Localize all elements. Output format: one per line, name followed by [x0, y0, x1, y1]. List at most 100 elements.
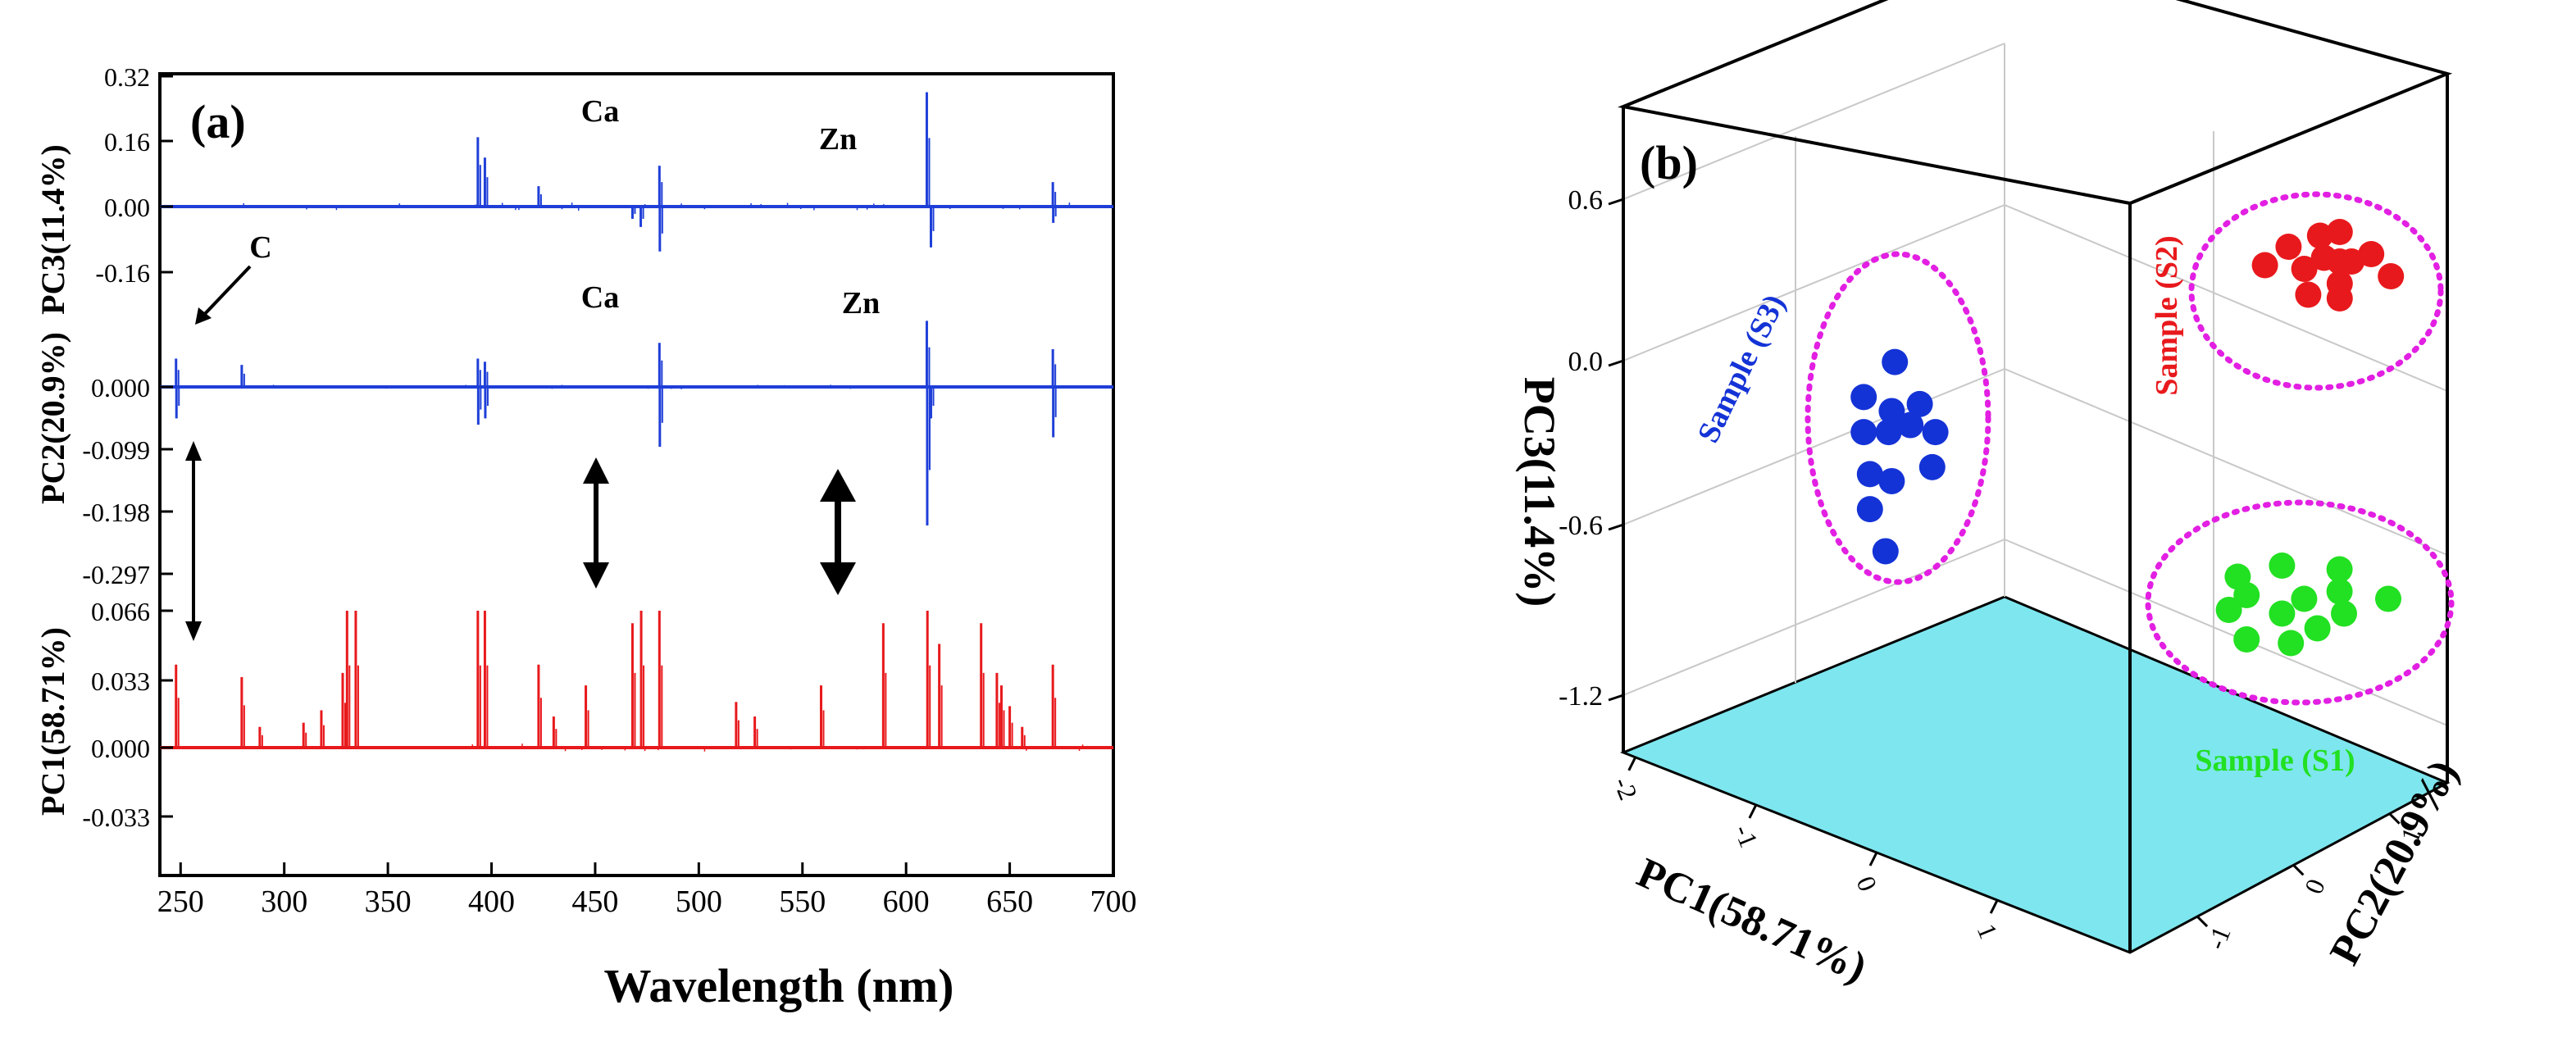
y-tick-label: -0.297 — [82, 560, 150, 589]
x-tick-label: 600 — [883, 885, 930, 919]
s3-point — [1856, 461, 1883, 488]
s3-point — [1918, 453, 1946, 480]
pc3-y-ticks: 0.32 0.16 0.00 -0.16 — [95, 62, 173, 288]
x-tick-label: 400 — [468, 885, 515, 919]
c-pointer-arrow — [199, 265, 252, 320]
pc2-ylabel: PC2(20.9%) — [34, 332, 71, 504]
pc1-tick-label: 0 — [1851, 872, 1883, 895]
y-tick-label: 0.16 — [104, 127, 150, 157]
s1-point — [2233, 626, 2260, 653]
s1-point — [2291, 585, 2318, 612]
ca-double-arrow-bottom — [583, 562, 609, 589]
s2-ellipse — [2188, 191, 2444, 391]
y-tick-label: -0.198 — [82, 498, 150, 527]
s1-point — [2215, 597, 2242, 623]
pc2-y-ticks: 0.000 -0.099 -0.198 -0.297 — [82, 373, 173, 589]
pc3-annotation-ca: Ca — [581, 94, 619, 129]
c-double-arrow-bottom — [185, 621, 202, 641]
x-tick-label: 300 — [261, 885, 307, 919]
z-ticks: 0.6 0.0 -0.6 -1.2 — [1559, 185, 1624, 712]
z-axis-label: PC3(11.4%) — [1515, 377, 1564, 607]
s2-legend-label: Sample (S2) — [2150, 235, 2184, 395]
z-tick-label: 0.0 — [1568, 347, 1604, 377]
z-tick-mark — [1608, 694, 1624, 702]
x-tick-label: 500 — [676, 885, 722, 919]
pc2-tick-mark — [2292, 864, 2305, 876]
z-tick-label: 0.6 — [1568, 185, 1604, 216]
y-tick-label: 0.000 — [91, 373, 150, 402]
s1-point — [2304, 615, 2331, 642]
pc2-tick-label: 0 — [2298, 875, 2330, 898]
x-tick-label: 450 — [571, 885, 618, 919]
panel-a-frame — [158, 72, 1115, 877]
s3-point — [1872, 538, 1899, 565]
x-tick-label: 550 — [779, 885, 826, 919]
z-tick-mark — [1608, 359, 1624, 367]
pc2-tick-mark — [2196, 916, 2209, 928]
z-tick-label: -1.2 — [1559, 681, 1603, 712]
pc1-tick-mark — [1627, 757, 1637, 771]
s3-points — [1850, 348, 1949, 565]
grid-lines — [1623, 43, 2448, 726]
pc3-series — [160, 92, 1113, 252]
y-tick-label: 0.000 — [91, 734, 150, 763]
pc1-axis-label: PC1(58.71%) — [1631, 849, 1873, 992]
s3-ellipse — [1805, 251, 1991, 585]
x-ticks: 250 300 350 400 450 500 550 600 650 700 — [157, 862, 1137, 919]
z-tick-label: -0.6 — [1559, 511, 1603, 541]
s3-point — [1882, 348, 1909, 375]
y-tick-label: 0.32 — [104, 62, 150, 92]
pc3-annotation-zn: Zn — [819, 122, 857, 157]
y-tick-label: 0.033 — [91, 666, 150, 696]
pc3-ylabel: PC3(11.4%) — [34, 144, 71, 315]
s1-point — [2233, 582, 2260, 608]
zn-double-arrow-top — [820, 469, 856, 502]
x-tick-label: 700 — [1090, 885, 1137, 919]
z-tick-mark — [1608, 523, 1624, 531]
cube-edges — [1618, 0, 2453, 953]
y-tick-label: -0.099 — [82, 435, 150, 465]
s2-point — [2295, 281, 2322, 308]
s3-point — [1850, 419, 1877, 446]
s2-point — [2358, 241, 2385, 267]
s1-legend-label: Sample (S1) — [2195, 744, 2355, 778]
arrows — [185, 265, 856, 641]
pc1-series — [160, 611, 1113, 752]
s1-point — [2269, 553, 2296, 579]
pc1-y-ticks: 0.066 0.033 0.000 -0.033 — [82, 597, 173, 832]
s1-ellipse — [2145, 499, 2455, 706]
s2-point — [2338, 248, 2365, 275]
pc1-ylabel: PC1(58.71%) — [34, 627, 71, 816]
zn-double-arrow-bottom — [820, 562, 856, 595]
s2-point — [2251, 252, 2278, 279]
s3-point — [1856, 496, 1883, 523]
pc1-tick-label: -2 — [1608, 773, 1643, 804]
s2-point — [2306, 222, 2333, 249]
s3-point — [1878, 467, 1905, 494]
pc1-tick-label: -1 — [1728, 821, 1764, 852]
panel-a-label: (a) — [190, 95, 246, 148]
y-tick-label: -0.033 — [82, 803, 150, 832]
ca-double-arrow-top — [583, 457, 609, 484]
s1-point — [2331, 600, 2357, 627]
pc1-tick-label: 1 — [1972, 920, 2004, 943]
y-tick-label: -0.16 — [95, 258, 150, 288]
s2-point — [2275, 234, 2302, 260]
pc2-annotation-ca: Ca — [581, 280, 619, 315]
s2-point — [2326, 219, 2353, 245]
s2-point — [2378, 263, 2405, 289]
x-tick-label: 350 — [365, 885, 412, 919]
s1-point — [2269, 600, 2296, 627]
x-tick-label: 650 — [986, 885, 1033, 919]
pc1-tick-mark — [1989, 899, 1999, 914]
s3-point — [1850, 384, 1877, 411]
s2-point — [2326, 285, 2353, 312]
s1-points — [2215, 553, 2401, 657]
y-tick-label: 0.066 — [91, 597, 150, 626]
pc2-annotation-zn: Zn — [842, 286, 880, 321]
s1-point — [2375, 585, 2401, 612]
s1-point — [2326, 556, 2353, 583]
s1-point — [2278, 630, 2305, 657]
x-axis-label: Wavelength (nm) — [604, 959, 954, 1012]
